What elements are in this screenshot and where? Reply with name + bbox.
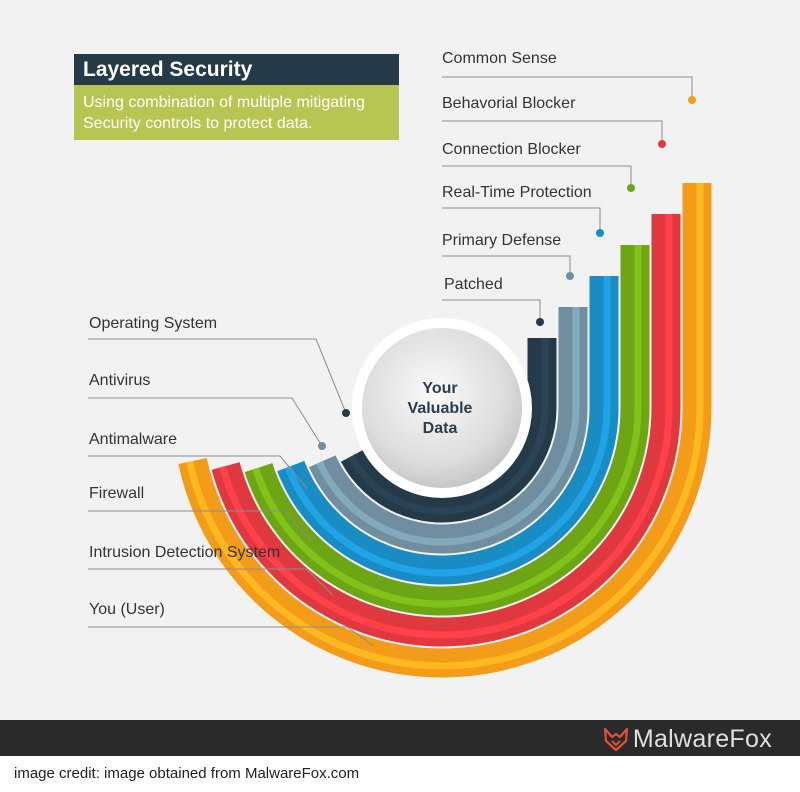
arc-highlight-real-time-protection [284,276,611,577]
arc-layer-primary-defense [309,307,588,554]
dot-primary-defense [566,272,574,280]
label-intrusion-detection-system: Intrusion Detection System [89,544,281,561]
dot-real-time-protection [596,229,604,237]
dot-you-user [373,644,381,652]
center-text-line2: Valuable [408,400,473,417]
leader-line-real-time-protection [442,207,601,233]
leader-line-antimalware [88,455,311,493]
arc-highlight-primary-defense [316,307,580,546]
dot-behavorial-blocker [658,140,666,148]
leader-line-common-sense [442,76,693,100]
label-common-sense: Common Sense [442,50,557,67]
label-antivirus: Antivirus [89,372,151,389]
title-banner: Layered Security [74,54,399,85]
leader-line-operating-system [88,338,347,414]
subtitle-line-2: Security controls to protect data. [83,115,313,132]
dot-patched [536,318,544,326]
arc-layer-patched [340,338,557,523]
label-firewall: Firewall [89,485,145,502]
label-antimalware: Antimalware [89,431,178,448]
center-data-circle: Your Valuable Data [352,318,532,498]
leader-line-you-user [88,626,378,649]
dot-connection-blocker [627,184,635,192]
dot-firewall [310,539,318,547]
label-patched: Patched [444,276,503,293]
label-behavorial-blocker: Behavorial Blocker [442,95,576,112]
layered-security-diagram: Your Valuable Data [88,76,712,678]
label-real-time-protection: Real-Time Protection [442,184,592,201]
image-credit: image credit: image obtained from Malwar… [14,765,360,782]
leader-lines [88,76,696,652]
leader-line-connection-blocker [442,165,632,188]
fox-logo-icon [603,727,628,752]
dot-common-sense [688,96,696,104]
label-primary-defense: Primary Defense [442,232,562,249]
leader-line-behavorial-blocker [442,120,663,144]
leader-line-primary-defense [442,255,571,276]
leader-line-intrusion-detection-system [88,568,337,599]
leader-line-patched [442,299,541,322]
dot-antimalware [306,488,314,496]
center-text-line1: Your [422,380,457,397]
subtitle-banner: Using combination of multiple mitigating… [74,85,399,140]
dot-intrusion-detection-system [332,594,340,602]
arc-layers [178,183,712,678]
brand-name: MalwareFox [632,724,772,753]
dot-operating-system [342,409,350,417]
label-connection-blocker: Connection Blocker [442,141,581,158]
dot-antivirus [318,442,326,450]
label-operating-system: Operating System [89,315,218,332]
arc-highlight-patched [347,338,549,515]
subtitle-line-1: Using combination of multiple mitigating [83,94,365,111]
arc-highlight-connection-blocker [252,245,642,608]
label-you-user: You (User) [89,601,165,618]
center-text-line3: Data [423,420,458,437]
infographic-canvas: Your Valuable Data Layered Security Usin… [0,0,800,720]
arc-highlight-behavorial-blocker [219,214,673,639]
footer-bar [0,720,800,756]
leader-line-firewall [88,510,315,544]
leader-line-antivirus [88,397,323,447]
malwarefox-logo: MalwareFox [603,724,772,754]
